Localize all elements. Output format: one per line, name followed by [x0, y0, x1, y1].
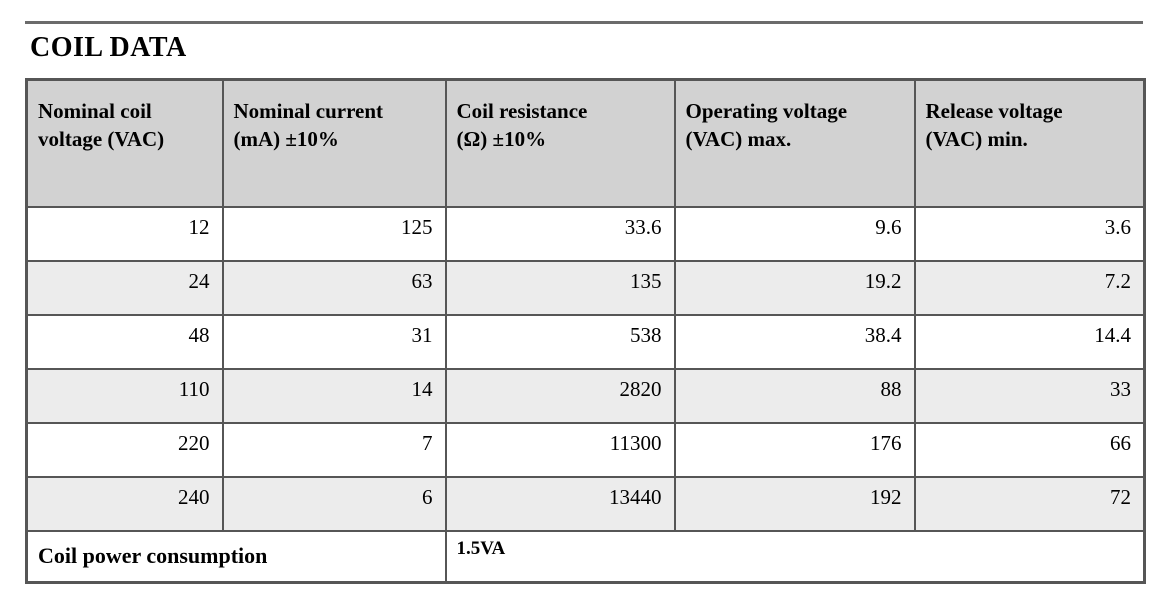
- cell-operating-voltage: 19.2: [673, 259, 916, 316]
- cell-coil-resistance: 538: [444, 313, 676, 370]
- header-line: (Ω) ±10%: [456, 127, 547, 152]
- cell-release-voltage: 7.2: [913, 259, 1146, 316]
- cell-nominal-current: 14: [221, 367, 447, 424]
- cell-coil-resistance: 2820: [444, 367, 676, 424]
- cell-nominal-current: 63: [221, 259, 447, 316]
- section-divider-rule: [25, 21, 1143, 24]
- table-row: 110 14 2820 88 33: [25, 367, 1146, 424]
- cell-nominal-voltage: 220: [25, 421, 224, 478]
- header-line: (VAC) min.: [925, 127, 1028, 152]
- cell-coil-resistance: 135: [444, 259, 676, 316]
- col-header-operating-voltage: Operating voltage (VAC) max.: [673, 78, 916, 208]
- cell-nominal-current: 125: [221, 205, 447, 262]
- table-header-row: Nominal coil voltage (VAC) Nominal curre…: [25, 78, 1146, 208]
- table-row: 220 7 11300 176 66: [25, 421, 1146, 478]
- cell-nominal-current: 31: [221, 313, 447, 370]
- header-line: Nominal current: [233, 99, 384, 123]
- cell-operating-voltage: 176: [673, 421, 916, 478]
- table-row: 240 6 13440 192 72: [25, 475, 1146, 532]
- cell-operating-voltage: 192: [673, 475, 916, 532]
- cell-nominal-voltage: 12: [25, 205, 224, 262]
- cell-nominal-voltage: 110: [25, 367, 224, 424]
- table-row: 24 63 135 19.2 7.2: [25, 259, 1146, 316]
- col-header-coil-resistance: Coil resistance (Ω) ±10%: [444, 78, 676, 208]
- cell-nominal-voltage: 240: [25, 475, 224, 532]
- table-row: 48 31 538 38.4 14.4: [25, 313, 1146, 370]
- cell-coil-resistance: 11300: [444, 421, 676, 478]
- section-title: COIL DATA: [30, 32, 187, 63]
- cell-coil-resistance: 33.6: [444, 205, 676, 262]
- cell-release-voltage: 33: [913, 367, 1146, 424]
- col-header-release-voltage: Release voltage (VAC) min.: [913, 78, 1146, 208]
- cell-operating-voltage: 88: [673, 367, 916, 424]
- coil-data-table: Nominal coil voltage (VAC) Nominal curre…: [25, 78, 1146, 584]
- cell-release-voltage: 3.6: [913, 205, 1146, 262]
- coil-power-consumption-value: 1.5VA: [444, 529, 1146, 584]
- cell-operating-voltage: 9.6: [673, 205, 916, 262]
- header-line: Release voltage: [925, 99, 1063, 123]
- col-header-nominal-coil-voltage: Nominal coil voltage (VAC): [25, 78, 224, 208]
- coil-power-consumption-label: Coil power consumption: [25, 529, 447, 584]
- cell-nominal-voltage: 48: [25, 313, 224, 370]
- cell-release-voltage: 14.4: [913, 313, 1146, 370]
- cell-nominal-current: 7: [221, 421, 447, 478]
- cell-nominal-voltage: 24: [25, 259, 224, 316]
- cell-nominal-current: 6: [221, 475, 447, 532]
- col-header-nominal-current: Nominal current (mA) ±10%: [221, 78, 447, 208]
- table-footer-row: Coil power consumption 1.5VA: [25, 529, 1146, 584]
- cell-release-voltage: 72: [913, 475, 1146, 532]
- cell-coil-resistance: 13440: [444, 475, 676, 532]
- cell-operating-voltage: 38.4: [673, 313, 916, 370]
- header-line: (mA) ±10%: [233, 127, 339, 152]
- cell-release-voltage: 66: [913, 421, 1146, 478]
- header-line: voltage (VAC): [38, 127, 165, 152]
- header-line: (VAC) max.: [685, 127, 792, 152]
- header-line: Operating voltage: [685, 99, 848, 123]
- header-line: Nominal coil: [38, 99, 152, 123]
- table-row: 12 125 33.6 9.6 3.6: [25, 205, 1146, 262]
- header-line: Coil resistance: [456, 99, 588, 123]
